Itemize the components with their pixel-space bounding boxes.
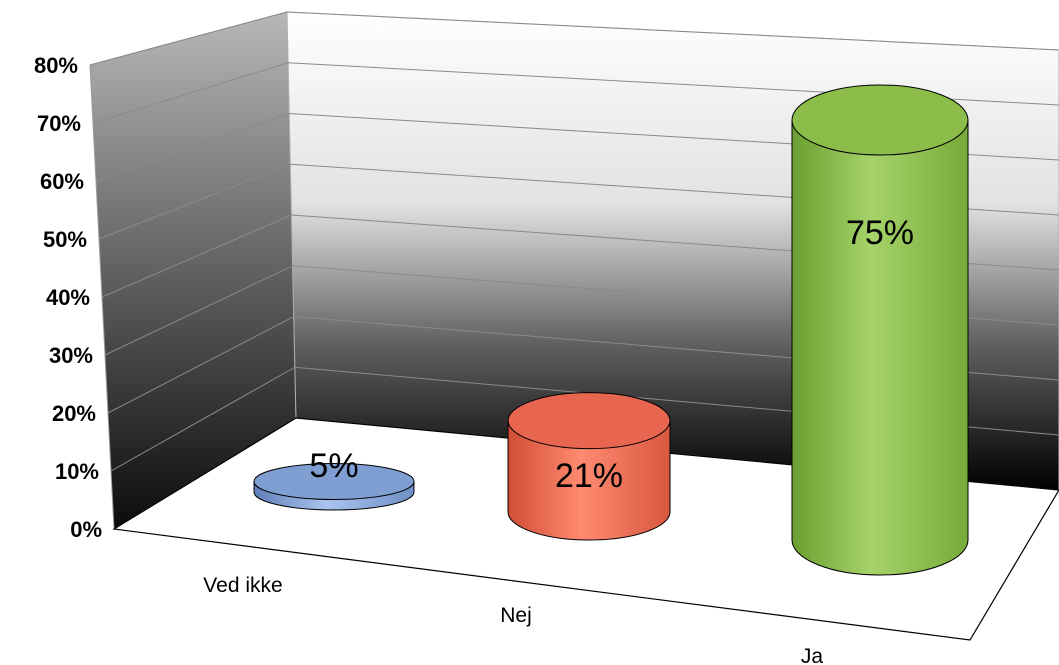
data-label: 21% [555,457,623,495]
category-label: Nej [500,604,532,627]
bar-ja-top [791,84,969,156]
category-labels: Ved ikke Nej Ja [203,574,823,665]
y-tick-label: 60% [40,169,84,194]
data-label: 5% [309,447,358,485]
bars: 5% 21% 75% [253,84,969,576]
gridline [92,62,1059,124]
y-axis-ticks: 0% 10% 20% 30% 40% 50% 60% 70% 80% [34,53,102,542]
data-label: 75% [846,214,914,252]
y-tick-label: 80% [34,53,78,78]
y-tick-label: 10% [55,459,99,484]
category-label: Ved ikke [203,574,282,597]
category-label: Ja [801,645,824,665]
gridline [89,11,1059,66]
y-tick-label: 50% [43,227,87,252]
bar-nej-top [507,392,671,450]
y-tick-label: 0% [70,517,102,542]
y-tick-label: 30% [49,343,93,368]
bar-ved-ikke-top [253,463,415,500]
bar-ja-body [791,119,969,576]
y-tick-label: 40% [46,285,90,310]
y-tick-label: 20% [52,401,96,426]
bar-nej-body [507,420,671,541]
y-tick-label: 70% [37,111,81,136]
